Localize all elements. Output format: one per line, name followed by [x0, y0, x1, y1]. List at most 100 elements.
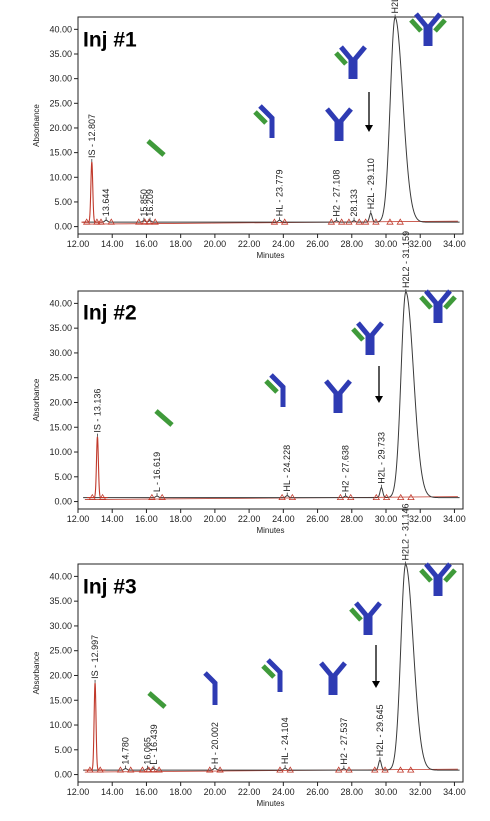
- peak-label: H2L2 - 30.532: [390, 0, 400, 13]
- peak-boundary-marker: [407, 493, 415, 501]
- panel-title: Inj #3: [83, 575, 137, 598]
- peak-label: H2L2 - 31.146: [401, 503, 411, 560]
- y-axis-label: Absorbance: [32, 104, 41, 147]
- y-tick-label: 35.00: [49, 596, 72, 606]
- x-tick-label: 24.00: [272, 514, 295, 524]
- h2l-icon: [349, 601, 382, 635]
- x-tick-label: 14.00: [101, 787, 124, 797]
- peak-boundary-marker: [138, 766, 147, 773]
- chart-panel-1: 0.00 5.00 10.00 15.00 20.00 25.00 30.00 35.00 40…: [32, 0, 466, 260]
- x-tick-label: 28.00: [341, 787, 364, 797]
- heavy-chain-segment: [332, 661, 347, 695]
- y-tick-label: 40.00: [49, 571, 72, 581]
- x-tick-label: 24.00: [272, 787, 295, 797]
- peak-label: HL - 23.779: [275, 169, 285, 216]
- peak-boundary-marker: [278, 493, 286, 501]
- light-chain-segment: [146, 139, 166, 157]
- chromatogram-trace: [83, 16, 460, 223]
- peak-label: H2 - 27.537: [339, 718, 349, 765]
- x-tick-label: 16.00: [135, 239, 158, 249]
- heavy-light-icon: [264, 373, 286, 407]
- peak-boundary-marker: [151, 218, 159, 225]
- heavy-chain-segment: [258, 104, 275, 138]
- x-tick-label: 18.00: [169, 239, 192, 249]
- x-tick-label: 28.00: [341, 239, 364, 249]
- heavy-chain-segment: [339, 45, 354, 79]
- x-tick-label: 34.00: [443, 514, 466, 524]
- light-chain-segment: [419, 568, 433, 583]
- antibody-icon: [409, 12, 447, 46]
- light-chain-segment: [433, 18, 447, 33]
- peak-boundary-marker: [372, 493, 381, 501]
- heavy-chain-segment: [414, 12, 429, 46]
- y-tick-label: 0.00: [54, 497, 72, 507]
- peak-boundary-marker: [396, 218, 404, 225]
- peak-label: HL - 24.228: [282, 445, 292, 492]
- y-tick-label: 10.00: [49, 172, 72, 182]
- y-tick-label: 25.00: [49, 373, 72, 383]
- h2l-icon: [351, 321, 384, 355]
- heavy-chain-segment: [437, 562, 452, 596]
- plot-area: [77, 290, 464, 510]
- x-tick-label: 22.00: [238, 239, 261, 249]
- x-tick-label: 26.00: [306, 239, 329, 249]
- y-tick-label: 20.00: [49, 123, 72, 133]
- peak-boundary-marker: [381, 766, 389, 773]
- x-tick-label: 20.00: [204, 787, 227, 797]
- y-tick-label: 25.00: [49, 646, 72, 656]
- peak-label: H2 - 27.638: [341, 445, 351, 492]
- peak-boundary-marker: [216, 766, 224, 773]
- x-axis-label: Minutes: [256, 799, 284, 808]
- peak-label: 16.065: [143, 737, 153, 765]
- x-tick-label: 20.00: [204, 239, 227, 249]
- x-tick-label: 30.00: [375, 239, 398, 249]
- peak-label: HL - 24.104: [280, 717, 290, 764]
- x-axis-label: Minutes: [256, 251, 284, 260]
- heavy-chain-segment: [427, 12, 442, 46]
- peak-boundary-marker: [396, 766, 405, 773]
- peak-boundary-marker: [396, 493, 405, 501]
- peak-boundary-marker: [141, 218, 149, 225]
- y-tick-label: 35.00: [49, 323, 72, 333]
- peak-boundary-marker: [155, 766, 163, 773]
- y-tick-label: 15.00: [49, 695, 72, 705]
- light-chain-segment: [154, 409, 174, 427]
- arrow-head-icon: [372, 681, 380, 688]
- peak-boundary-marker: [355, 218, 363, 225]
- panel-title: Inj #2: [83, 301, 137, 324]
- peak-label: H2L - 29.110: [366, 158, 376, 209]
- y-tick-label: 5.00: [54, 745, 72, 755]
- light-chain-segment: [349, 607, 363, 622]
- heavy-chain-segment: [437, 289, 452, 323]
- heavy-heavy-icon: [325, 107, 353, 141]
- x-tick-label: 12.00: [67, 239, 90, 249]
- heavy-heavy-icon: [319, 661, 347, 695]
- peak-label: 15.850: [139, 189, 149, 217]
- peak-label: IS - 13.136: [92, 389, 102, 433]
- y-tick-label: 35.00: [49, 49, 72, 59]
- peak-boundary-marker: [135, 218, 143, 225]
- light-chain-segment: [409, 18, 423, 33]
- peak-boundary-marker: [386, 218, 394, 225]
- peak-label: L - 16.619: [152, 452, 162, 492]
- peak-label: H2L - 29.733: [376, 432, 386, 484]
- antibody-icon: [419, 289, 457, 323]
- x-tick-label: 26.00: [306, 514, 329, 524]
- peak-boundary-marker: [276, 766, 284, 773]
- x-tick-label: 28.00: [341, 514, 364, 524]
- chart-panel-2: 0.00 5.00 10.00 15.00 20.00 25.00 30.00 35.00 40…: [32, 231, 466, 535]
- peak-label: 16.209: [145, 189, 155, 217]
- peak-boundary-marker: [280, 218, 289, 225]
- peak-boundary-marker: [407, 766, 415, 773]
- light-chain-segment: [253, 110, 268, 125]
- antibody-icon: [419, 562, 457, 596]
- heavy-chain-segment: [424, 562, 439, 596]
- peak-boundary-marker: [107, 218, 115, 225]
- peak-boundary-marker: [148, 766, 157, 773]
- x-tick-label: 24.00: [272, 239, 295, 249]
- x-tick-label: 16.00: [135, 787, 158, 797]
- x-tick-label: 20.00: [204, 514, 227, 524]
- y-axis-label: Absorbance: [32, 651, 41, 694]
- heavy-chain-segment: [367, 601, 382, 635]
- light-chain-icon: [146, 139, 166, 157]
